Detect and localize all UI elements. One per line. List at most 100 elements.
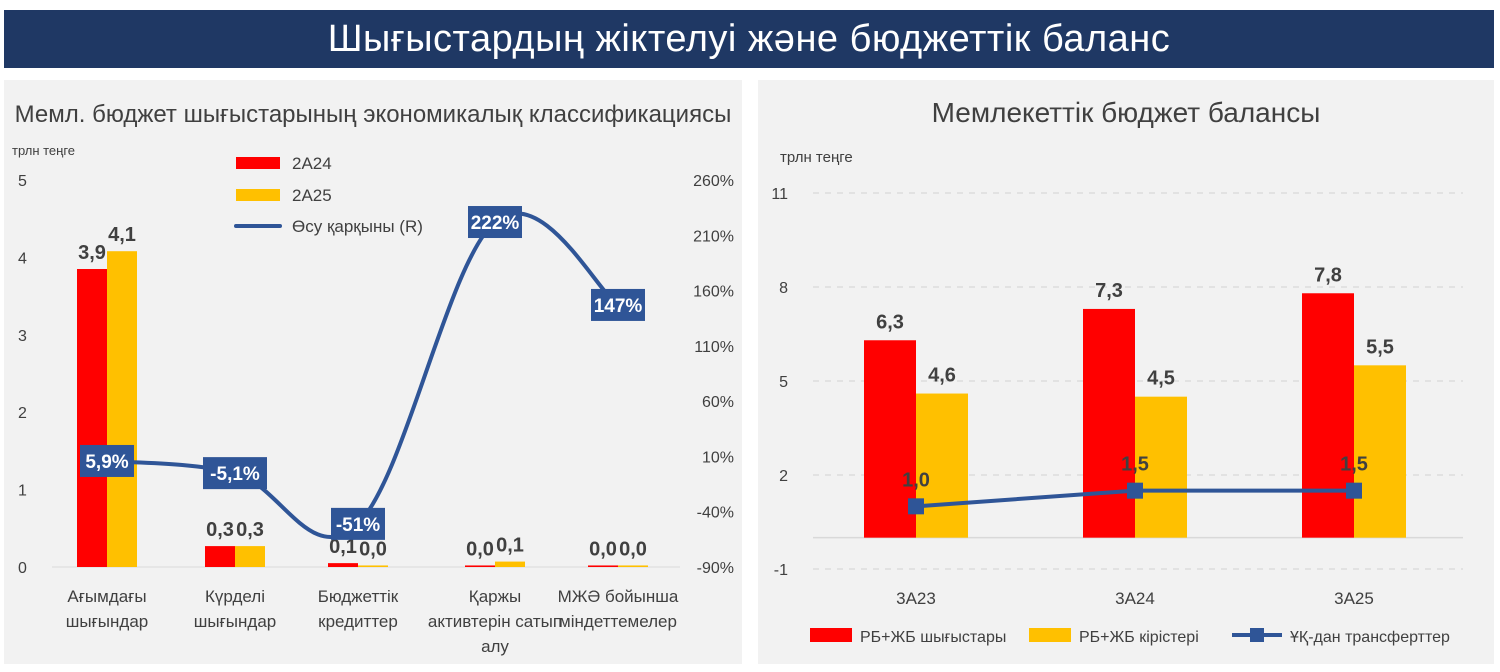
x-category-label: активтерін сатып xyxy=(428,612,562,631)
chart-title: Мемлекеттік бюджет балансы xyxy=(932,97,1321,128)
x-category-label: міндеттемелер xyxy=(559,612,677,631)
bar-2a24 xyxy=(205,546,235,567)
bar-2a24 xyxy=(77,269,107,567)
legend-swatch-2a25 xyxy=(236,189,280,201)
legend-label-transfers: ҰҚ-дан трансферттер xyxy=(1290,629,1450,646)
bar-expenses xyxy=(864,340,916,538)
y-tick-label: 4 xyxy=(18,250,27,267)
legend-label-expenses: РБ+ЖБ шығыстары xyxy=(860,629,1006,646)
bar-value-label: 0,0 xyxy=(619,538,647,560)
bar-2a25 xyxy=(618,565,648,567)
growth-label: 5,9% xyxy=(85,452,128,473)
transfers-value-label: 1,0 xyxy=(902,469,930,491)
chart-title: Мемл. бюджет шығыстарының экономикалық к… xyxy=(15,101,732,128)
x-category-label: шығындар xyxy=(194,612,277,631)
bar-expenses xyxy=(1302,293,1354,538)
growth-rate-line xyxy=(106,211,620,540)
growth-label: -51% xyxy=(336,515,380,536)
y-axis-unit: трлн теңге xyxy=(780,149,853,166)
y2-tick-label: 10% xyxy=(702,449,734,466)
y-axis-unit: трлн теңге xyxy=(12,143,75,158)
x-category-label: Күрделі xyxy=(205,587,265,606)
bar-value-label: 0,1 xyxy=(496,535,524,557)
x-category-label: МЖӘ бойынша xyxy=(558,587,679,606)
bar-value-label: 4,6 xyxy=(928,365,956,387)
y-tick-label: 2 xyxy=(18,405,27,422)
y-tick-label: 2 xyxy=(779,468,788,485)
budget-balance-chart: Мемлекеттік бюджет балансы трлн теңге -1 2 5… xyxy=(771,97,1463,646)
page-title-banner: Шығыстардың жіктелуі және бюджеттік бала… xyxy=(4,10,1494,68)
legend-swatch-revenues xyxy=(1029,628,1071,642)
growth-label-box xyxy=(331,507,385,540)
legend-swatch-expenses xyxy=(810,628,852,642)
legend-marker-transfers xyxy=(1250,628,1264,642)
legend-swatch-2a24 xyxy=(236,157,280,169)
x-category-label: Ағымдағы xyxy=(67,587,146,606)
bar-value-label: 0,0 xyxy=(589,538,617,560)
bar-value-label: 6,3 xyxy=(876,311,904,333)
bar-value-label: 3,9 xyxy=(78,242,106,264)
bar-value-label: 7,3 xyxy=(1095,280,1123,302)
y-tick-label: 1 xyxy=(18,483,27,500)
bar-revenues xyxy=(1354,365,1406,538)
transfers-value-label: 1,5 xyxy=(1121,454,1149,476)
bar-2a24 xyxy=(588,565,618,567)
y-tick-label: 0 xyxy=(18,560,27,577)
growth-label-box xyxy=(591,288,645,321)
y-tick-label: 8 xyxy=(779,280,788,297)
bar-2a25 xyxy=(235,546,265,567)
y2-tick-label: 160% xyxy=(693,284,734,301)
bar-2a24 xyxy=(328,563,358,567)
y2-tick-label: -90% xyxy=(697,560,734,577)
bar-value-label: 5,5 xyxy=(1366,336,1394,358)
bar-value-label: 0,0 xyxy=(466,538,494,560)
growth-label: -5,1% xyxy=(210,464,260,485)
x-category-label: шығындар xyxy=(66,612,149,631)
growth-label-box xyxy=(203,457,267,490)
legend-label-2a25: 2А25 xyxy=(292,186,332,205)
x-category-label: кредиттер xyxy=(318,612,398,631)
y2-tick-label: -40% xyxy=(697,505,734,522)
growth-label: 222% xyxy=(471,213,520,234)
bar-value-label: 4,5 xyxy=(1147,368,1175,390)
left-chart-panel: Мемл. бюджет шығыстарының экономикалық к… xyxy=(4,80,742,664)
bar-revenues xyxy=(916,393,968,538)
y2-tick-label: 260% xyxy=(693,173,734,190)
expense-classification-chart: Мемл. бюджет шығыстарының экономикалық к… xyxy=(12,101,734,656)
bar-value-label: 0,3 xyxy=(236,519,264,541)
x-category-label: 3А24 xyxy=(1115,589,1155,608)
transfers-marker xyxy=(908,498,924,515)
y2-tick-label: 110% xyxy=(694,339,734,356)
y-tick-label: 3 xyxy=(18,328,27,345)
y-tick-label: -1 xyxy=(774,562,788,579)
y2-tick-label: 60% xyxy=(702,394,734,411)
bar-value-label: 0,0 xyxy=(359,538,387,560)
y-tick-label: 11 xyxy=(771,186,788,203)
bar-value-label: 0,1 xyxy=(329,536,357,558)
transfers-marker xyxy=(1346,482,1362,499)
bar-2a24 xyxy=(465,565,495,567)
bar-2a25 xyxy=(107,251,137,567)
transfers-marker xyxy=(1127,482,1143,499)
bar-value-label: 0,3 xyxy=(206,519,234,541)
bar-2a25 xyxy=(495,561,525,567)
growth-label-box xyxy=(468,206,522,239)
legend-label-2a24: 2А24 xyxy=(292,154,332,173)
bar-value-label: 7,8 xyxy=(1314,264,1342,286)
y-tick-label: 5 xyxy=(18,173,27,190)
legend-label-growth: Өсу қарқыны (R) xyxy=(292,217,423,236)
x-category-label: 3А23 xyxy=(896,589,936,608)
y-tick-label: 5 xyxy=(779,374,788,391)
right-chart-panel: Мемлекеттік бюджет балансы трлн теңге -1 2 5… xyxy=(758,80,1494,664)
page-title: Шығыстардың жіктелуі және бюджеттік бала… xyxy=(327,17,1171,60)
x-category-label: Бюджеттік xyxy=(318,587,399,606)
bar-value-label: 4,1 xyxy=(108,224,136,246)
x-category-label: Қаржы xyxy=(469,587,521,606)
bar-2a25 xyxy=(358,565,388,567)
y2-tick-label: 210% xyxy=(693,228,734,245)
x-category-label: 3А25 xyxy=(1334,589,1374,608)
transfers-value-label: 1,5 xyxy=(1340,454,1368,476)
growth-label-box xyxy=(80,444,134,477)
growth-label: 147% xyxy=(594,296,643,317)
bar-expenses xyxy=(1083,308,1135,538)
